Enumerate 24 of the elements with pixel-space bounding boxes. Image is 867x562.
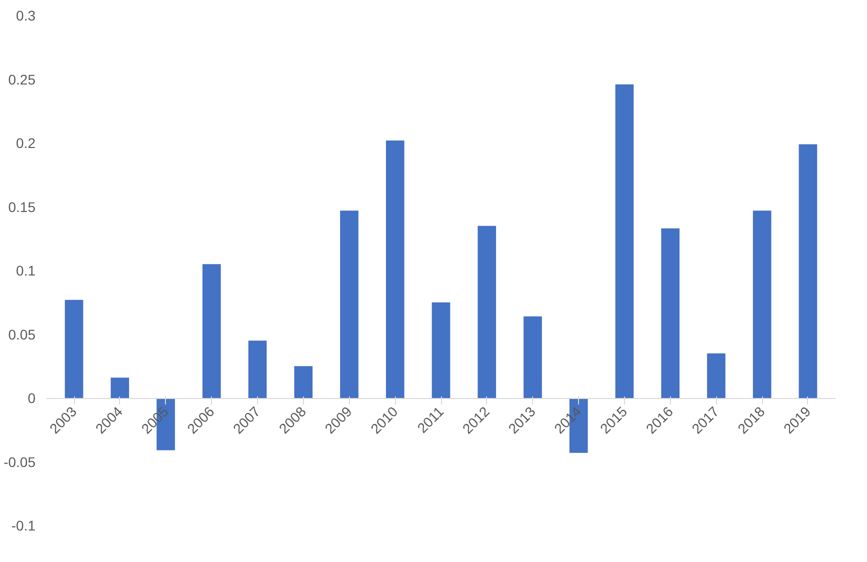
y-tick-label: -0.05 [4, 454, 36, 470]
bar [432, 302, 450, 398]
y-tick-label: -0.1 [11, 518, 36, 534]
bar [524, 316, 542, 398]
bar [110, 378, 130, 398]
y-tick-label: 0.15 [8, 198, 36, 215]
y-tick-label: 0 [28, 390, 36, 406]
bar [798, 144, 818, 398]
bar [752, 210, 772, 398]
y-tick-label: 0.1 [16, 262, 36, 278]
bar [661, 228, 680, 398]
bar [615, 84, 634, 398]
bar [386, 140, 404, 398]
bar [707, 353, 726, 398]
y-tick-label: 0.3 [16, 8, 36, 24]
bar [478, 226, 496, 398]
y-tick-label: 0.2 [16, 135, 36, 151]
bar [64, 300, 84, 398]
bar [340, 210, 358, 398]
y-tick-label: 0.25 [8, 71, 36, 88]
bar [294, 366, 313, 398]
y-tick-label: 0.05 [8, 326, 36, 342]
bar [202, 264, 221, 398]
bar [248, 340, 267, 398]
